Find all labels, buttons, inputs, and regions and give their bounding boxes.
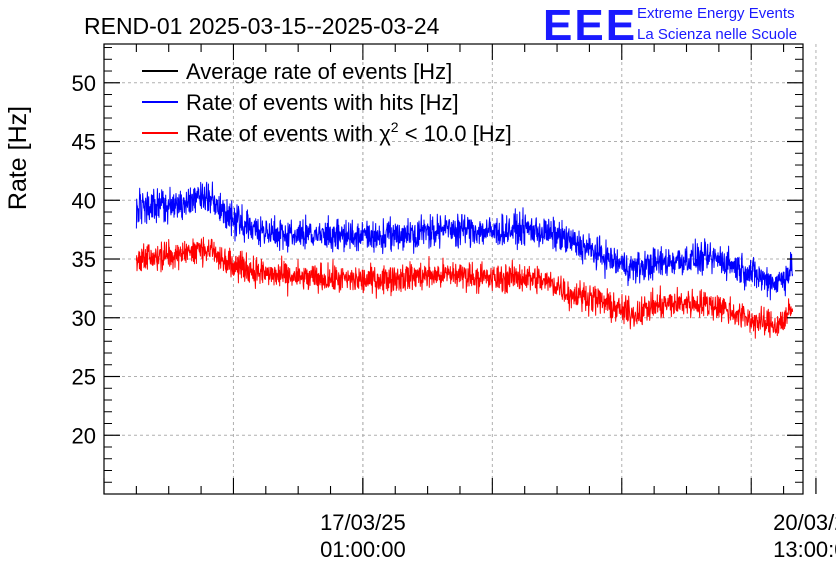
x-tick-label-date: 20/03/25: [773, 510, 836, 535]
y-tick-label: 50: [72, 71, 96, 96]
chart-title: REND-01 2025-03-15--2025-03-24: [84, 13, 440, 39]
plot-frame: [103, 43, 804, 495]
logo-mark: EEE: [543, 1, 637, 50]
logo-line-2: La Scienza nelle Scuole: [637, 26, 797, 43]
y-tick-label: 20: [72, 423, 96, 448]
y-axis-title: Rate [Hz]: [4, 106, 32, 210]
y-tick-labels: 20 25 30 35 40 45 50: [72, 71, 96, 448]
x-tick-label-time: 01:00:00: [320, 537, 406, 562]
series-line-chi2: [135, 236, 794, 339]
series-line-hits: [135, 181, 794, 301]
x-tick-label-date: 17/03/25: [320, 510, 406, 535]
axis-ticks: [103, 44, 817, 494]
legend-label-chi2: Rate of events with χ2 < 10.0 [Hz]: [186, 119, 512, 146]
legend-chi2-exponent: 2: [391, 119, 399, 135]
y-tick-label: 45: [72, 130, 96, 155]
y-tick-label: 30: [72, 306, 96, 331]
legend: Average rate of events [Hz] Rate of even…: [142, 59, 512, 146]
series-layer: [135, 181, 794, 339]
y-tick-label: 25: [72, 365, 96, 390]
logo-line-1: Extreme Energy Events: [637, 5, 795, 22]
legend-chi2-prefix: Rate of events with: [186, 121, 379, 146]
y-tick-label: 35: [72, 247, 96, 272]
legend-chi2-suffix: < 10.0 [Hz]: [399, 121, 512, 146]
x-tick-label-time: 13:00:00: [773, 537, 836, 562]
legend-label-hits: Rate of events with hits [Hz]: [186, 90, 459, 115]
eee-logo: EEE Extreme Energy Events La Scienza nel…: [543, 1, 797, 50]
y-tick-label: 40: [72, 188, 96, 213]
legend-label-average: Average rate of events [Hz]: [186, 59, 452, 84]
legend-chi2-symbol: χ: [379, 121, 391, 146]
